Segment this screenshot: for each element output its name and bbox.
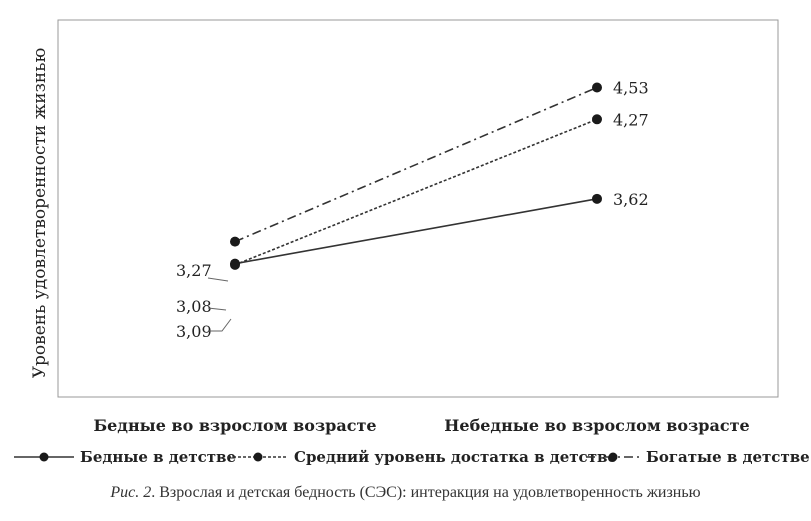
- series-line-poor-childhood: [234, 198, 598, 265]
- y-axis-label: Уровень удовлетворенности жизнью: [30, 48, 50, 379]
- data-label-rich-childhood-1: 3,27: [176, 261, 212, 280]
- data-label-poor-childhood-1: 3,09: [176, 322, 212, 341]
- plot-border: [57, 19, 779, 398]
- series-lines: [234, 86, 598, 266]
- x-tick-label-2: Небедные во взрослом возрасте: [444, 416, 749, 435]
- figure-label: Рис. 2: [110, 484, 152, 501]
- legend-label-middle-childhood: Средний уровень достатка в детстве: [294, 448, 617, 466]
- legend-label-poor-childhood: Бедные в детстве: [80, 448, 236, 466]
- legend-label-rich-childhood: Богатые в детстве: [646, 448, 810, 466]
- series-line-rich-childhood: [234, 86, 598, 243]
- data-label-middle-childhood-2: 4,27: [613, 110, 649, 129]
- legend-marker-middle-childhood: [253, 452, 263, 462]
- leader-line-poor-childhood: [208, 318, 232, 332]
- series-line-middle-childhood: [234, 118, 598, 266]
- leader-line-rich-childhood: [207, 277, 229, 282]
- point-rich-childhood-2: [592, 82, 602, 93]
- data-label-rich-childhood-2: 4,53: [613, 78, 649, 97]
- point-middle-childhood-2: [592, 114, 602, 125]
- data-label-poor-childhood-2: 3,62: [613, 190, 649, 209]
- data-points: [230, 82, 602, 270]
- caption-text: . Взрослая и детская бедность (СЭС): инт…: [151, 484, 701, 501]
- data-labels: 3,09 3,62 3,08 4,27 3,27 4,53: [176, 78, 649, 341]
- legend: Бедные в детстве Средний уровень достатка…: [14, 448, 810, 466]
- data-label-middle-childhood-1: 3,08: [176, 297, 212, 316]
- legend-marker-rich-childhood: [608, 452, 618, 462]
- x-tick-label-1: Бедные во взрослом возрасте: [93, 416, 376, 435]
- point-poor-childhood-2: [592, 193, 602, 204]
- legend-marker-poor-childhood: [39, 452, 49, 462]
- plot-frame: [57, 19, 779, 398]
- figure-caption: Рис. 2. Взрослая и детская бедность (СЭС…: [0, 484, 811, 502]
- point-middle-childhood-1: [230, 259, 240, 270]
- x-tick-labels: Бедные во взрослом возрасте Небедные во в…: [93, 416, 749, 435]
- point-rich-childhood-1: [230, 236, 240, 247]
- leader-line-middle-childhood: [207, 307, 227, 311]
